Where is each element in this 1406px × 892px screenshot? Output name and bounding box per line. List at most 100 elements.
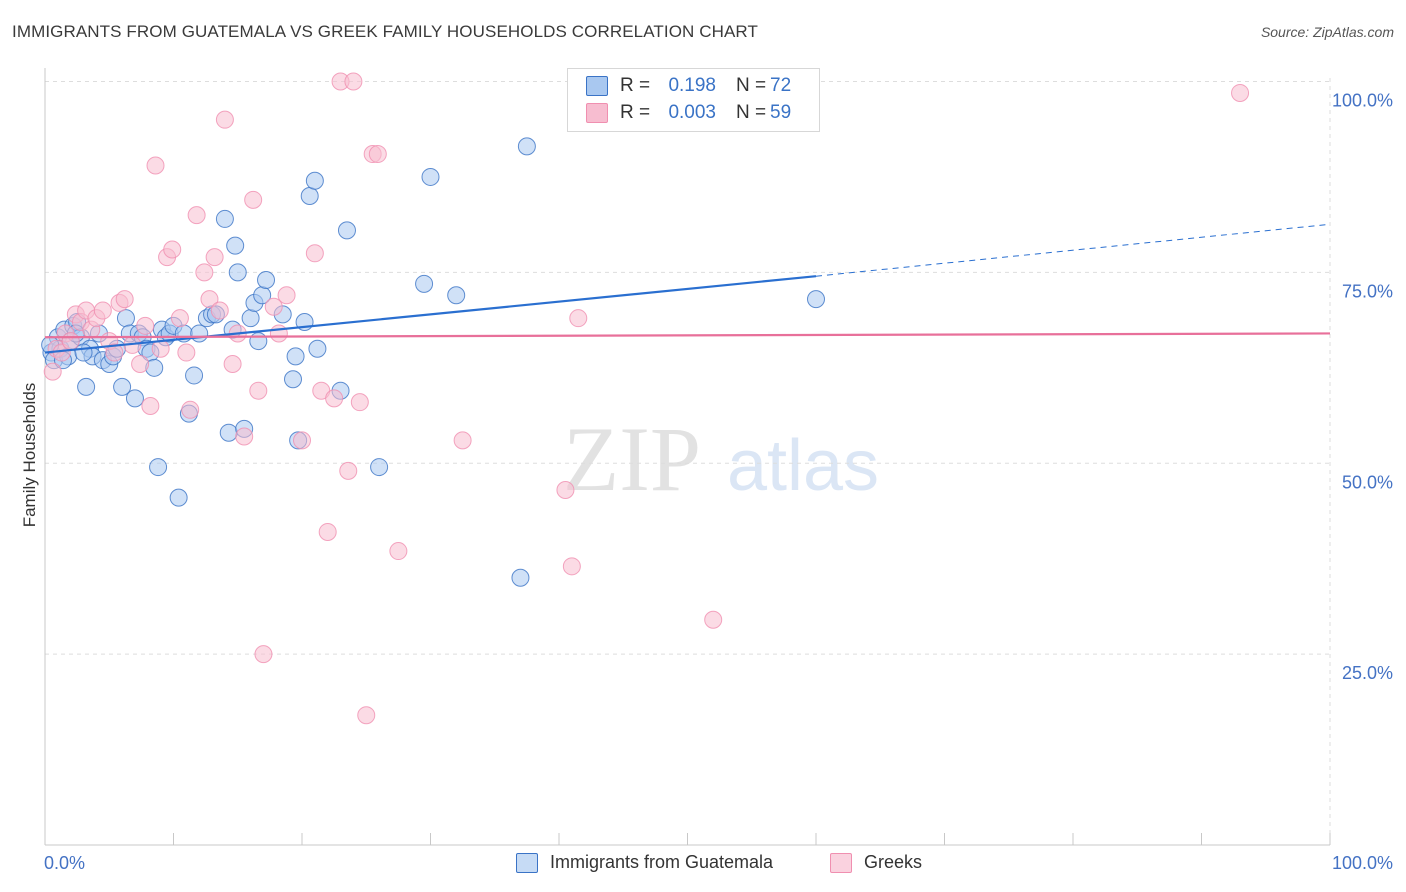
point-greeks xyxy=(131,354,150,373)
legend-r-value: 0.003 xyxy=(668,102,716,123)
point-guatemala xyxy=(370,458,389,477)
legend-swatch-pink xyxy=(586,103,608,123)
legend-swatch-blue xyxy=(516,852,538,873)
trend-lines xyxy=(44,223,1331,354)
legend-label-guatemala: Immigrants from Guatemala xyxy=(550,852,774,872)
point-greeks xyxy=(569,309,588,328)
point-guatemala xyxy=(241,309,260,328)
point-greeks xyxy=(325,389,344,408)
point-greeks xyxy=(177,343,196,362)
point-greeks xyxy=(293,431,311,450)
point-greeks xyxy=(223,354,242,373)
trend-line-greeks xyxy=(44,332,1331,339)
point-guatemala xyxy=(517,137,536,156)
y-tick-label: 25.0% xyxy=(1342,663,1393,683)
point-guatemala xyxy=(215,209,234,228)
point-greeks xyxy=(215,110,234,129)
point-guatemala xyxy=(77,377,96,396)
point-guatemala xyxy=(169,488,188,507)
point-guatemala xyxy=(447,286,466,305)
point-guatemala xyxy=(284,370,303,389)
point-greeks xyxy=(187,206,206,225)
point-greeks xyxy=(136,316,155,335)
point-greeks xyxy=(368,145,387,164)
point-guatemala xyxy=(228,263,247,282)
legend-n-label: N = xyxy=(736,75,767,96)
point-greeks xyxy=(163,240,182,259)
point-greeks xyxy=(350,393,369,412)
point-guatemala xyxy=(337,221,356,240)
point-greeks xyxy=(704,610,723,629)
point-guatemala xyxy=(116,309,135,328)
legend-label-greeks: Greeks xyxy=(864,852,923,872)
y-tick-label: 75.0% xyxy=(1342,281,1393,301)
point-guatemala xyxy=(190,324,209,343)
point-greeks xyxy=(562,557,581,576)
stats-legend: R = 0.198 N = 72 R = 0.003 N = 59 xyxy=(567,68,820,132)
x-tick-label: 100.0% xyxy=(1332,853,1393,873)
point-guatemala xyxy=(125,389,144,408)
point-greeks xyxy=(146,156,165,175)
legend-n-label: N = xyxy=(736,102,767,123)
point-greeks xyxy=(389,542,408,561)
y-tick-labels: 25.0% 50.0% 75.0% 100.0% xyxy=(1332,91,1393,684)
point-guatemala xyxy=(226,236,245,255)
point-guatemala xyxy=(300,187,319,206)
point-greeks xyxy=(318,522,337,541)
point-greeks xyxy=(344,72,363,91)
point-greeks xyxy=(249,381,268,400)
point-guatemala xyxy=(185,366,204,385)
point-greeks xyxy=(61,332,80,351)
watermark-atlas: atlas xyxy=(727,426,879,506)
watermark-zip: ZIP xyxy=(563,408,701,510)
point-greeks xyxy=(305,244,324,263)
trend-line-guatemala xyxy=(44,275,817,354)
point-guatemala xyxy=(308,339,327,358)
source-label: Source: ZipAtlas.com xyxy=(1260,24,1394,40)
watermark: ZIP atlas xyxy=(563,408,879,510)
point-greeks xyxy=(181,400,200,419)
point-guatemala xyxy=(415,274,434,293)
point-greeks xyxy=(269,324,288,343)
point-guatemala xyxy=(249,332,268,351)
x-tick-label: 0.0% xyxy=(44,853,85,873)
point-guatemala xyxy=(149,458,168,477)
legend-n-value: 59 xyxy=(770,102,792,123)
point-guatemala xyxy=(113,377,132,396)
point-guatemala xyxy=(421,167,440,186)
point-greeks xyxy=(43,362,62,381)
axes xyxy=(44,68,1331,846)
point-greeks xyxy=(254,645,273,664)
point-guatemala xyxy=(219,423,238,442)
legend-item-greeks[interactable]: Greeks xyxy=(830,852,922,873)
y-tick-label: 50.0% xyxy=(1342,472,1393,492)
point-greeks xyxy=(339,461,358,480)
point-greeks xyxy=(105,343,124,362)
point-guatemala xyxy=(511,568,530,587)
point-greeks xyxy=(244,190,263,209)
legend-swatch-blue xyxy=(586,76,608,96)
point-greeks xyxy=(264,297,283,316)
point-greeks xyxy=(141,396,160,415)
data-points xyxy=(41,72,1250,725)
point-greeks xyxy=(93,301,112,320)
point-greeks xyxy=(1231,83,1250,102)
point-greeks xyxy=(277,286,296,305)
point-guatemala xyxy=(286,347,305,366)
point-greeks xyxy=(200,290,219,309)
point-greeks xyxy=(453,431,472,450)
point-greeks xyxy=(115,290,134,309)
legend-item-guatemala[interactable]: Immigrants from Guatemala xyxy=(516,852,773,873)
chart-title: IMMIGRANTS FROM GUATEMALA VS GREEK FAMIL… xyxy=(12,22,758,41)
legend-n-value: 72 xyxy=(770,75,792,96)
trend-line-guatemala-projection xyxy=(815,223,1331,277)
legend-r-label: R = xyxy=(620,102,651,123)
point-guatemala xyxy=(305,171,324,190)
point-greeks xyxy=(205,248,224,267)
legend-r-value: 0.198 xyxy=(668,75,716,96)
point-greeks xyxy=(556,480,575,499)
legend-swatch-pink xyxy=(830,852,852,873)
y-tick-label: 100.0% xyxy=(1332,91,1393,111)
point-greeks xyxy=(195,263,214,282)
